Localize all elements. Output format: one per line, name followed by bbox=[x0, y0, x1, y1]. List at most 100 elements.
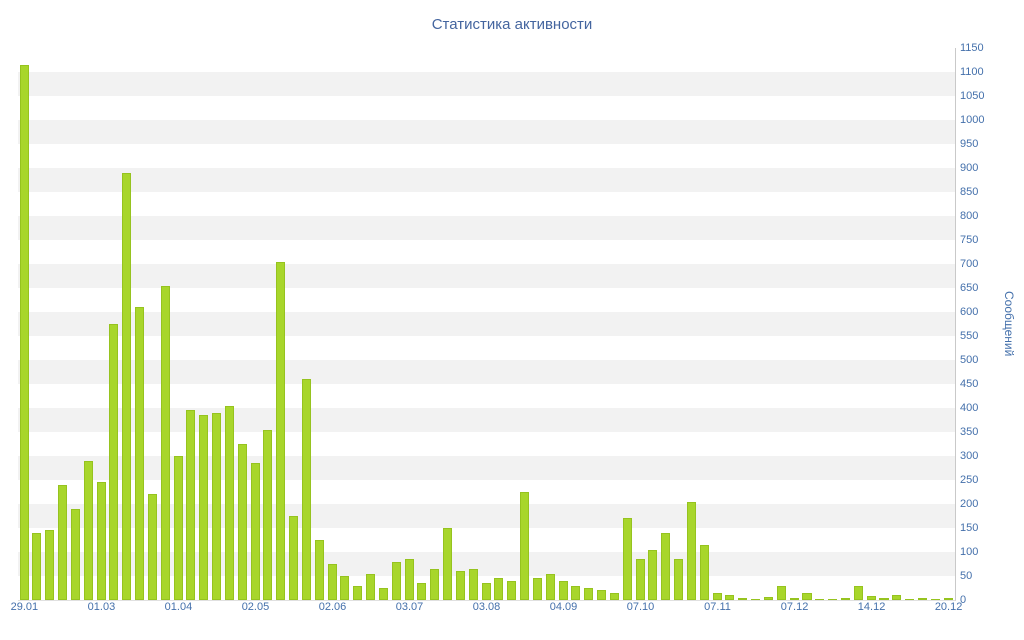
bar bbox=[173, 456, 183, 600]
bar bbox=[738, 598, 748, 600]
bar bbox=[571, 585, 581, 600]
bar bbox=[545, 573, 555, 600]
y-tick-label: 650 bbox=[960, 282, 979, 294]
bar bbox=[828, 599, 838, 600]
x-tick-label: 07.11 bbox=[704, 601, 731, 613]
bar bbox=[481, 583, 491, 600]
y-axis-title-wrap: Сообщений bbox=[999, 48, 1019, 600]
bar bbox=[391, 561, 401, 600]
chart-title: Статистика активности bbox=[431, 16, 593, 33]
bar bbox=[648, 549, 658, 600]
y-tick-label: 600 bbox=[960, 306, 979, 318]
bar bbox=[853, 585, 863, 600]
bar bbox=[417, 583, 427, 600]
y-tick-label: 550 bbox=[960, 330, 979, 342]
x-tick-label: 01.03 bbox=[87, 601, 116, 613]
bar bbox=[186, 410, 196, 600]
x-tick-label: 07.12 bbox=[780, 601, 809, 613]
bar bbox=[327, 564, 337, 600]
bar bbox=[468, 568, 478, 600]
y-tick-label: 500 bbox=[960, 354, 979, 366]
y-tick-label: 250 bbox=[960, 474, 979, 486]
bar bbox=[507, 580, 517, 600]
bar bbox=[802, 592, 812, 600]
x-tick-label: 20.12 bbox=[934, 601, 963, 613]
bar bbox=[443, 528, 453, 600]
bar bbox=[340, 576, 350, 600]
y-tick-label: 50 bbox=[960, 570, 973, 582]
y-tick-label: 100 bbox=[960, 546, 979, 558]
bar bbox=[815, 598, 825, 600]
bar bbox=[532, 578, 542, 600]
bar bbox=[276, 261, 286, 600]
x-tick-label: 03.08 bbox=[472, 601, 501, 613]
x-tick-label: 02.05 bbox=[241, 601, 270, 613]
y-tick-label: 400 bbox=[960, 402, 979, 414]
plot-area bbox=[18, 48, 956, 601]
bar bbox=[930, 598, 940, 600]
bar bbox=[366, 573, 376, 600]
bar bbox=[224, 405, 234, 600]
y-tick-label: 300 bbox=[960, 450, 979, 462]
y-tick-label: 1150 bbox=[960, 42, 984, 54]
bar bbox=[250, 463, 260, 600]
bar bbox=[494, 578, 504, 600]
y-tick-label: 200 bbox=[960, 498, 979, 510]
bar bbox=[661, 532, 671, 600]
y-tick-label: 350 bbox=[960, 426, 979, 438]
bar bbox=[520, 492, 530, 600]
bar bbox=[763, 597, 773, 600]
y-tick-label: 150 bbox=[960, 522, 979, 534]
bar bbox=[686, 501, 696, 600]
bar bbox=[609, 592, 619, 600]
bar bbox=[597, 590, 607, 600]
bar bbox=[712, 592, 722, 600]
bar bbox=[892, 595, 902, 600]
y-tick-label: 850 bbox=[960, 186, 979, 198]
x-axis: 29.01 01.03 01.04 02.05 02.06 03.07 03.08 04.09… bbox=[0, 601, 1024, 617]
bar bbox=[699, 544, 709, 600]
y-tick-label: 750 bbox=[960, 234, 979, 246]
y-tick-label: 700 bbox=[960, 258, 979, 270]
bar bbox=[83, 460, 93, 600]
bar bbox=[263, 429, 273, 600]
bar bbox=[122, 172, 132, 600]
y-axis: 0 50 100 150 200 250 300 350 400 450 500 550 600 650 7… bbox=[960, 42, 1002, 614]
bar bbox=[622, 518, 632, 600]
bar bbox=[455, 571, 465, 600]
bar bbox=[19, 64, 29, 600]
y-tick-label: 950 bbox=[960, 138, 979, 150]
bar bbox=[789, 597, 799, 600]
bar bbox=[109, 324, 119, 600]
bar bbox=[353, 585, 363, 600]
bar bbox=[558, 580, 568, 600]
bar bbox=[635, 559, 645, 600]
y-tick-label: 0 bbox=[960, 594, 967, 606]
bar bbox=[147, 494, 157, 600]
x-tick-label: 02.06 bbox=[318, 601, 347, 613]
bar bbox=[237, 444, 247, 600]
bar bbox=[905, 598, 915, 600]
bar bbox=[378, 588, 388, 600]
y-tick-label: 1000 bbox=[960, 114, 985, 126]
bar bbox=[160, 285, 170, 600]
y-tick-label: 450 bbox=[960, 378, 979, 390]
y-tick-label: 900 bbox=[960, 162, 979, 174]
bar bbox=[776, 585, 786, 600]
bar bbox=[301, 379, 311, 600]
y-tick-label: 800 bbox=[960, 210, 979, 222]
bar bbox=[314, 540, 324, 600]
x-tick-label: 07.10 bbox=[626, 601, 655, 613]
bar bbox=[674, 559, 684, 600]
x-tick-label: 14.12 bbox=[857, 601, 886, 613]
y-tick-label: 1050 bbox=[960, 90, 985, 102]
bar bbox=[725, 595, 735, 600]
bar bbox=[45, 530, 55, 600]
x-tick-label: 03.07 bbox=[395, 601, 424, 613]
x-tick-label: 01.04 bbox=[164, 601, 193, 613]
bar bbox=[430, 568, 440, 600]
bar bbox=[866, 596, 876, 600]
bar bbox=[404, 559, 414, 600]
bar bbox=[58, 484, 68, 600]
bar bbox=[879, 597, 889, 600]
